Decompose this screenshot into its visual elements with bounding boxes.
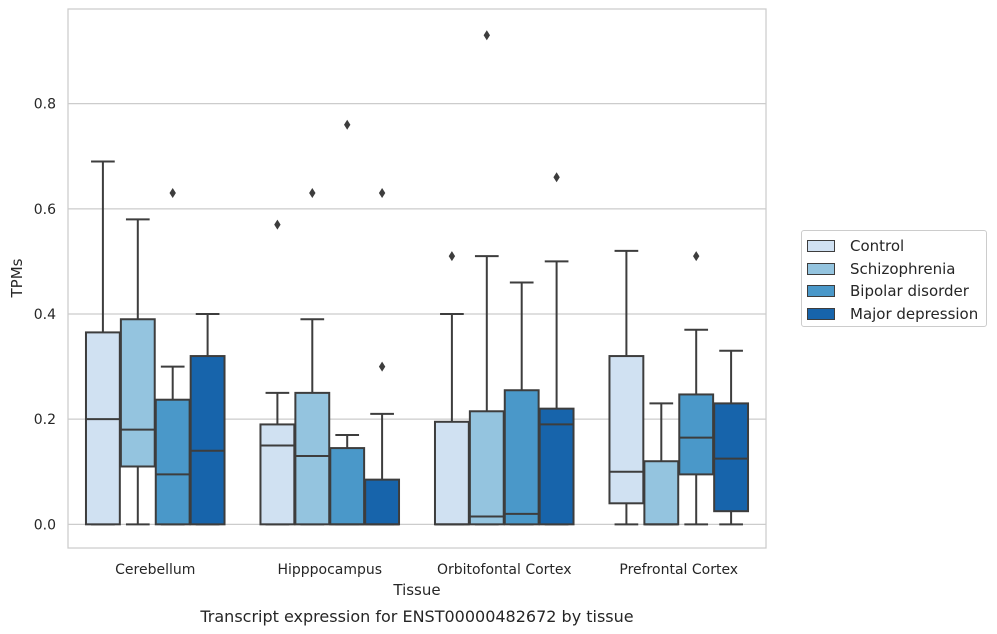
box-control	[259, 219, 296, 526]
y-tick-label: 0.6	[34, 202, 56, 218]
outlier-point	[274, 219, 281, 230]
box-body	[189, 355, 226, 526]
legend-label-major-depression: Major depression	[850, 304, 979, 323]
y-tick-label: 0.4	[34, 307, 56, 323]
outlier-point	[344, 119, 351, 130]
box-body	[84, 331, 121, 526]
box-major-depression	[538, 172, 575, 526]
outlier-point	[448, 251, 456, 262]
box-body	[713, 402, 750, 513]
x-tick-label: Cerebellum	[115, 562, 195, 578]
legend-item-major-depression: Major depression	[807, 303, 986, 326]
outlier-point	[483, 30, 490, 41]
box-body	[329, 447, 366, 526]
legend: Control Schizophrenia Bipolar disorder M…	[801, 230, 987, 327]
box-schizophrenia	[294, 188, 331, 526]
box-major-depression	[713, 349, 750, 526]
x-axis-label: Tissue	[392, 581, 440, 599]
box-control	[84, 160, 121, 526]
legend-item-control: Control	[807, 235, 986, 258]
legend-label-control: Control	[850, 237, 905, 256]
box-control	[608, 249, 645, 526]
y-axis-label: TPMs	[8, 258, 26, 298]
box-body	[154, 398, 191, 526]
x-tick-label: Hipppocampus	[277, 562, 382, 578]
legend-item-schizophrenia: Schizophrenia	[807, 258, 986, 281]
box-body	[433, 420, 470, 526]
box-body	[259, 423, 296, 526]
box-body	[364, 478, 401, 526]
plot-frame	[67, 8, 767, 549]
x-tick-label: Orbitofontal Cortex	[437, 562, 572, 578]
box-body	[538, 407, 575, 526]
legend-swatch-schizophrenia	[807, 262, 835, 275]
box-body	[643, 460, 680, 526]
box-bipolar-disorder	[678, 251, 715, 526]
box-schizophrenia	[468, 30, 505, 526]
box-bipolar-disorder	[329, 119, 366, 526]
box-major-depression	[189, 312, 226, 526]
legend-label-schizophrenia: Schizophrenia	[850, 259, 956, 278]
outlier-point	[378, 188, 386, 199]
box-body	[119, 318, 156, 468]
legend-swatch-bipolar-disorder	[807, 285, 835, 298]
legend-label-bipolar-disorder: Bipolar disorder	[850, 282, 969, 301]
box-major-depression	[364, 188, 401, 526]
outlier-point	[169, 188, 176, 199]
outlier-point	[378, 361, 386, 372]
outlier-point	[693, 251, 700, 262]
legend-swatch-major-depression	[807, 307, 835, 320]
box-control	[433, 251, 470, 526]
box-body	[503, 389, 540, 526]
y-tick-label: 0.8	[34, 97, 56, 113]
box-body	[678, 393, 715, 476]
box-body	[468, 410, 505, 526]
y-tick-label: 0.2	[34, 412, 56, 428]
legend-item-bipolar-disorder: Bipolar disorder	[807, 280, 986, 303]
box-bipolar-disorder	[503, 281, 540, 526]
chart-caption: Transcript expression for ENST0000048267…	[199, 607, 633, 626]
box-body	[294, 391, 331, 526]
x-tick-label: Prefrontal Cortex	[619, 562, 738, 578]
box-body	[608, 355, 645, 505]
outlier-point	[553, 172, 560, 183]
box-schizophrenia	[643, 402, 680, 526]
legend-swatch-control	[807, 240, 835, 253]
y-tick-label: 0.0	[34, 517, 56, 533]
box-bipolar-disorder	[154, 188, 191, 526]
box-schizophrenia	[119, 218, 156, 526]
outlier-point	[309, 188, 316, 199]
